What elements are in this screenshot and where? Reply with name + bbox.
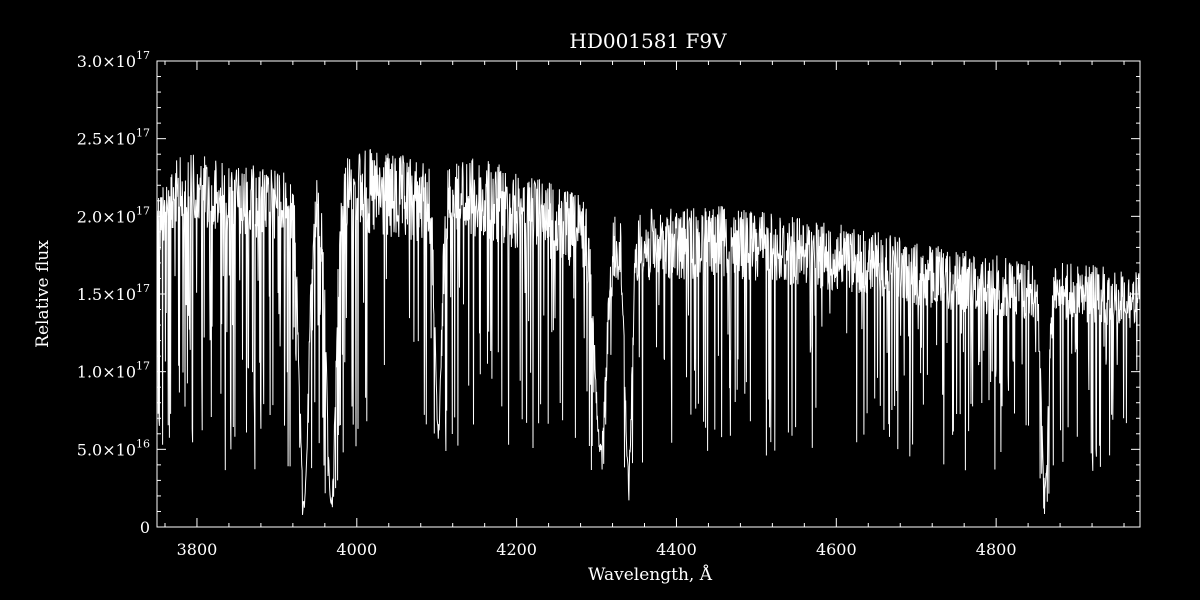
x-tick-label: 4200 — [496, 540, 537, 559]
x-tick-label: 3800 — [177, 540, 218, 559]
y-tick-label: 1.5×1017 — [77, 282, 150, 304]
x-axis-title: Wavelength, Å — [588, 564, 713, 585]
y-axis-ticks: 0 5.0×1016 1.0×1017 1.5×1017 2.0×1017 2.5×101… — [77, 49, 1140, 537]
x-tick-label: 4600 — [816, 540, 857, 559]
y-tick-label: 2.0×1017 — [77, 204, 150, 226]
x-tick-label: 4000 — [336, 540, 377, 559]
y-tick-label: 2.5×1017 — [77, 127, 150, 149]
x-tick-label: 4800 — [976, 540, 1017, 559]
chart-title: HD001581 F9V — [569, 29, 727, 53]
x-axis-ticks: 3800 4000 4200 4400 4600 4800 — [164, 61, 1125, 559]
y-tick-label: 5.0×1016 — [77, 437, 150, 459]
y-tick-label: 0 — [140, 518, 150, 537]
x-tick-label: 4400 — [656, 540, 697, 559]
y-tick-label: 1.0×1017 — [77, 360, 150, 382]
y-tick-label: 3.0×1017 — [77, 49, 150, 71]
plot-area: 3800 4000 4200 4400 4600 4800 0 5.0×1016 1.0×10… — [77, 49, 1141, 559]
y-axis-title: Relative flux — [33, 240, 53, 348]
spectrum-series-line — [156, 149, 1141, 515]
